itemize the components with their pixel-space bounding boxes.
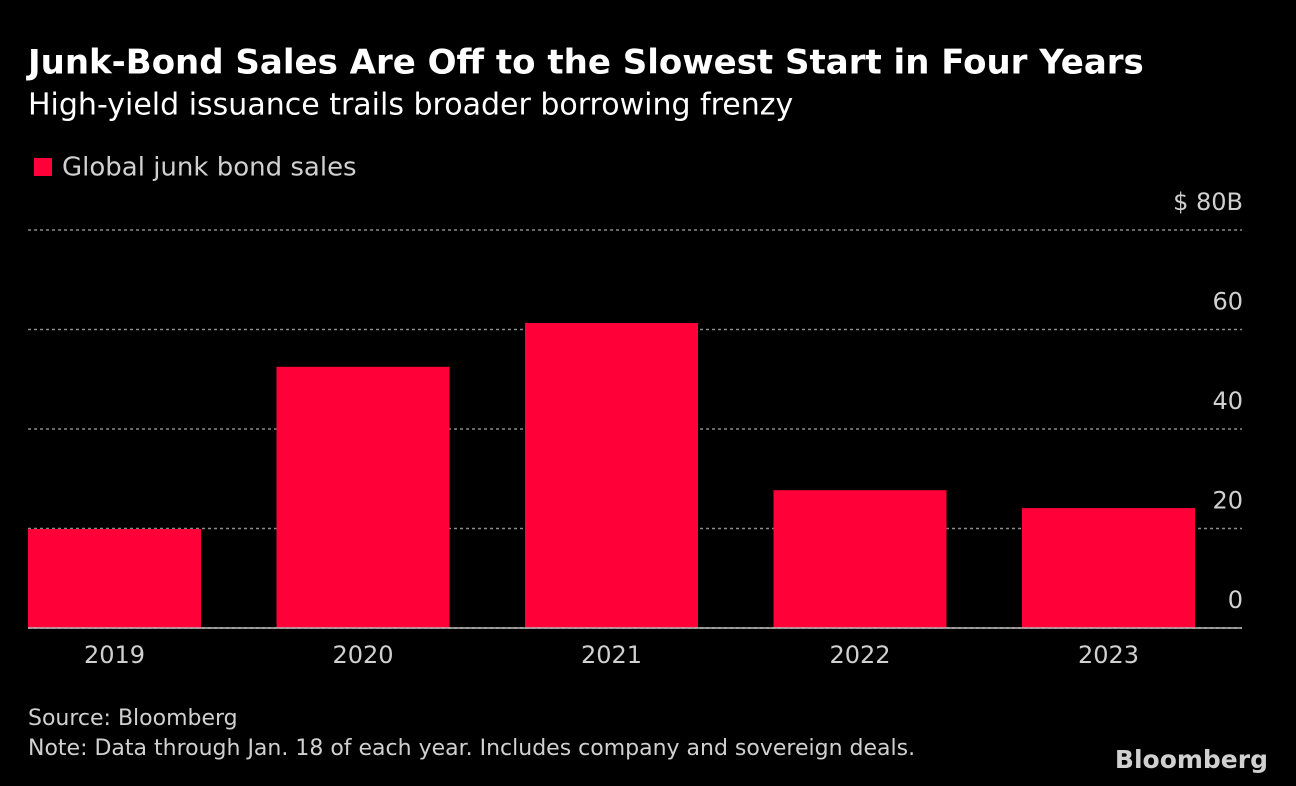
bar xyxy=(28,528,201,628)
y-tick-label: 40 xyxy=(1212,387,1243,415)
x-tick-label: 2021 xyxy=(581,641,642,669)
bar xyxy=(276,366,450,628)
bar xyxy=(773,490,947,628)
y-tick-label: 0 xyxy=(1228,586,1243,614)
branding: Bloomberg xyxy=(1115,745,1268,774)
x-tick-label: 2022 xyxy=(829,641,890,669)
chart-subtitle: High-yield issuance trails broader borro… xyxy=(28,88,793,123)
x-tick-label: 2020 xyxy=(332,641,393,669)
x-tick-label: 2023 xyxy=(1078,641,1139,669)
y-tick-label: $ 80B xyxy=(1173,188,1243,216)
legend-label: Global junk bond sales xyxy=(62,153,357,183)
y-tick-label: 60 xyxy=(1212,288,1243,316)
x-tick-label: 2019 xyxy=(84,641,145,669)
source: Source: Bloomberg xyxy=(28,706,238,731)
chart-title: Junk-Bond Sales Are Off to the Slowest S… xyxy=(26,43,1144,83)
legend-swatch xyxy=(34,158,52,176)
note: Note: Data through Jan. 18 of each year.… xyxy=(28,736,915,761)
bar xyxy=(525,323,698,628)
bar xyxy=(1022,508,1195,628)
y-tick-label: 20 xyxy=(1212,487,1243,515)
